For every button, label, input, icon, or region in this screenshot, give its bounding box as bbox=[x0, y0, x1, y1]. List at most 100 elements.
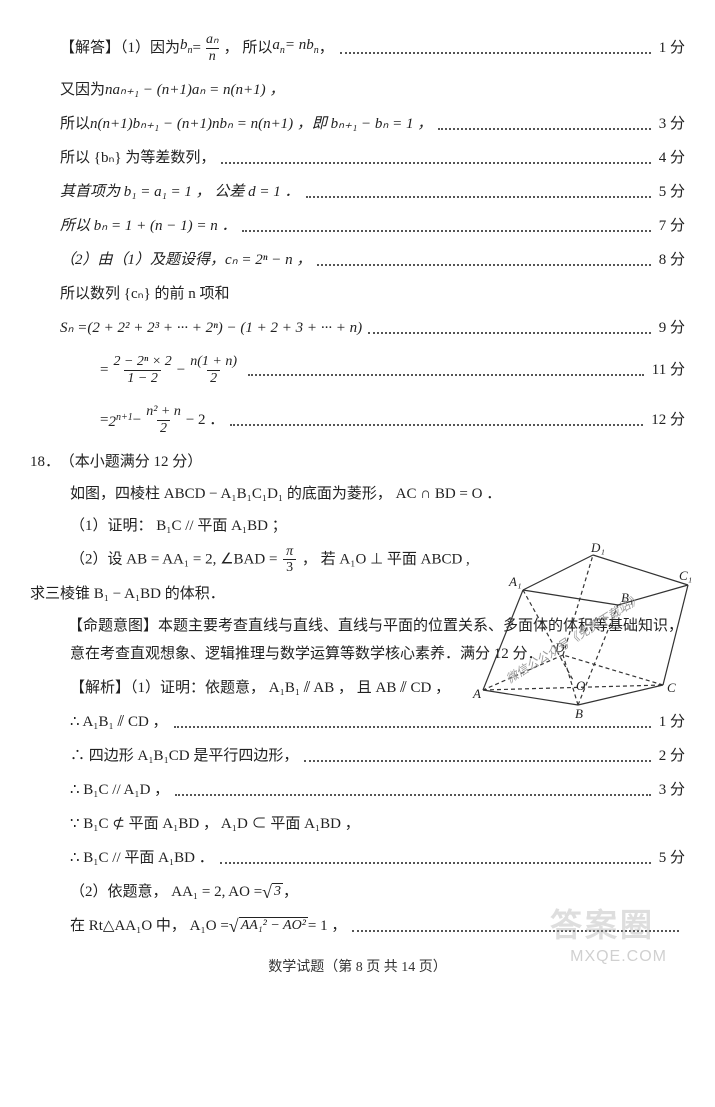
label-C1: C₁ bbox=[679, 568, 692, 583]
fraction: aₙ n bbox=[203, 32, 222, 64]
q18-p3: （2）设 AB = AA₁ = 2, ∠BAD = π 3 ， 若 A₁O ⊥ … bbox=[30, 544, 510, 576]
q18-s5: ∵ B₁C ⊄ 平面 A₁BD ， A₁D ⊂ 平面 A₁BD ， bbox=[30, 810, 685, 838]
leader-dots bbox=[304, 750, 650, 763]
prism-figure: A B C D O A₁ B₁ C₁ D₁ 微信公公众号《免费下载站》 bbox=[463, 540, 693, 720]
text: 所以 bbox=[60, 110, 90, 138]
label-A1: A₁ bbox=[508, 574, 521, 589]
q17-line11: = 2n+1 − n² + n 2 − 2 ． 12 分 bbox=[30, 398, 685, 442]
score: 3 分 bbox=[657, 110, 685, 138]
q17-line2: 又因为 naₙ₊₁ − (n+1)aₙ = n(n+1) ， bbox=[30, 76, 685, 104]
score: 7 分 bbox=[657, 212, 685, 240]
score: 3 分 bbox=[657, 776, 685, 804]
text: ， 所以 bbox=[224, 34, 273, 62]
leader-dots bbox=[340, 42, 651, 55]
leader-dots bbox=[317, 254, 650, 267]
text: 【解析】（1）证明：依题意， A₁B₁ ⫽ AB ， 且 AB ⫽ CD ， bbox=[70, 674, 450, 702]
eq: = bbox=[193, 34, 201, 62]
label-A: A bbox=[472, 686, 481, 701]
fraction: π 3 bbox=[283, 544, 296, 576]
q17-line4: 所以 {bₙ} 为等差数列， 4 分 bbox=[30, 144, 685, 172]
text: ∴ B₁C // A₁D ， bbox=[70, 776, 169, 804]
q17-line10: = 2 − 2ⁿ × 2 1 − 2 − n(1 + n) 2 11 分 bbox=[30, 348, 685, 392]
text: ∴ 四边形 A₁B₁CD 是平行四边形， bbox=[70, 742, 298, 770]
text: 其首项为 b₁ = a₁ = 1 ， 公差 d = 1 ． bbox=[60, 178, 300, 206]
expr: naₙ₊₁ − (n+1)aₙ = n(n+1) ， bbox=[105, 76, 284, 104]
leader-dots bbox=[230, 414, 643, 427]
comma: ， bbox=[319, 34, 334, 62]
tail: − 2 ． bbox=[186, 406, 224, 434]
q17-line1: 【解答】（1）因为 bn = aₙ n ， 所以 an = nbn ， 1 分 bbox=[30, 26, 685, 70]
text: ， 若 A₁O ⊥ 平面 ABCD , bbox=[302, 551, 470, 567]
score: 4 分 bbox=[657, 144, 685, 172]
score: 2 分 bbox=[657, 742, 685, 770]
fraction: 2 − 2ⁿ × 2 1 − 2 bbox=[110, 354, 174, 386]
score: 5 分 bbox=[657, 178, 685, 206]
radical-icon: √ bbox=[229, 917, 239, 935]
q18-number: 18． bbox=[30, 448, 56, 476]
text: ∵ B₁C ⊄ 平面 A₁BD ， A₁D ⊂ 平面 A₁BD ， bbox=[70, 810, 360, 838]
label-D1: D₁ bbox=[590, 540, 605, 555]
text: 所以数列 {cₙ} 的前 n 项和 bbox=[60, 280, 230, 308]
sqrt: √ 3 bbox=[262, 883, 283, 901]
label-B: B bbox=[575, 706, 583, 720]
q17-line7: （2）由（1）及题设得，cₙ = 2ⁿ − n ， 8 分 bbox=[30, 246, 685, 274]
q18-s3: ∴ 四边形 A₁B₁CD 是平行四边形， 2 分 bbox=[30, 742, 685, 770]
text: ∴ B₁C // 平面 A₁BD ． bbox=[70, 844, 214, 872]
page: 【解答】（1）因为 bn = aₙ n ， 所以 an = nbn ， 1 分 … bbox=[0, 0, 715, 986]
q18-heading: （本小题满分 12 分） bbox=[60, 454, 203, 470]
var-a: an bbox=[272, 31, 285, 65]
leader-dots bbox=[306, 186, 651, 199]
leader-dots bbox=[221, 152, 650, 165]
leader-dots bbox=[248, 364, 644, 377]
q18-s8: 在 Rt△AA₁O 中， A₁O = √ AA₁² − AO² = 1 ， bbox=[30, 912, 685, 940]
expr: = nbn bbox=[285, 31, 319, 65]
q17-line9: Sₙ = (2 + 2² + 2³ + ··· + 2ⁿ) − (1 + 2 +… bbox=[30, 314, 685, 342]
q18-s6: ∴ B₁C // 平面 A₁BD ． 5 分 bbox=[30, 844, 685, 872]
fraction: n² + n 2 bbox=[143, 404, 184, 436]
leader-dots bbox=[220, 852, 651, 865]
score: 11 分 bbox=[650, 356, 685, 384]
lhs: Sₙ = bbox=[60, 314, 87, 342]
label-C: C bbox=[667, 680, 676, 695]
text: 在 Rt△AA₁O 中， A₁O = bbox=[70, 912, 229, 940]
text: 【解答】（1）因为 bbox=[60, 34, 180, 62]
text: ， bbox=[283, 878, 298, 906]
q18-p2: （1）证明： B₁C // 平面 A₁BD ； bbox=[30, 512, 510, 540]
sqrt: √ AA₁² − AO² bbox=[229, 917, 308, 935]
text: （2）由（1）及题设得，cₙ = 2ⁿ − n ， bbox=[60, 246, 311, 274]
text: ∴ A₁B₁ ⫽ CD ， bbox=[70, 708, 168, 736]
var-b: bn bbox=[180, 31, 193, 65]
q18-s4: ∴ B₁C // A₁D ， 3 分 bbox=[30, 776, 685, 804]
q18-s7: （2）依题意， AA₁ = 2, AO = √ 3 ， bbox=[30, 878, 685, 906]
pow: 2n+1 bbox=[108, 404, 132, 436]
fraction: n(1 + n) 2 bbox=[187, 354, 240, 386]
radical-icon: √ bbox=[262, 883, 272, 901]
text: = 1 ， bbox=[308, 912, 346, 940]
q17-line3: 所以 n(n+1)bₙ₊₁ − (n+1)nbₙ = n(n+1) ，即 bₙ₊… bbox=[30, 110, 685, 138]
expr: n(n+1)bₙ₊₁ − (n+1)nbₙ = n(n+1) ，即 bₙ₊₁ −… bbox=[90, 110, 432, 138]
text: 所以 bₙ = 1 + (n − 1) = n ． bbox=[60, 212, 236, 240]
q18-p1: 如图，四棱柱 ABCD − A₁B₁C₁D₁ 的底面为菱形， AC ∩ BD =… bbox=[30, 480, 510, 508]
leader-dots bbox=[352, 920, 679, 933]
q17-line5: 其首项为 b₁ = a₁ = 1 ， 公差 d = 1 ． 5 分 bbox=[30, 178, 685, 206]
score: 8 分 bbox=[657, 246, 685, 274]
minus: − bbox=[133, 406, 141, 434]
page-footer: 数学试题（第 8 页 共 14 页） bbox=[30, 956, 685, 976]
score: 5 分 bbox=[657, 844, 685, 872]
leader-dots bbox=[242, 220, 650, 233]
eq: = bbox=[100, 406, 108, 434]
label-O: O bbox=[576, 678, 586, 693]
text: 所以 {bₙ} 为等差数列， bbox=[60, 144, 215, 172]
score: 1 分 bbox=[657, 34, 685, 62]
q17-line8: 所以数列 {cₙ} 的前 n 项和 bbox=[30, 280, 685, 308]
text: 又因为 bbox=[60, 76, 105, 104]
eq: = bbox=[100, 356, 108, 384]
minus: − bbox=[177, 356, 185, 384]
score: 12 分 bbox=[649, 406, 685, 434]
leader-dots bbox=[175, 784, 651, 797]
leader-dots bbox=[438, 118, 650, 131]
expr: (2 + 2² + 2³ + ··· + 2ⁿ) − (1 + 2 + 3 + … bbox=[87, 314, 362, 342]
score: 9 分 bbox=[657, 314, 685, 342]
q17-line6: 所以 bₙ = 1 + (n − 1) = n ． 7 分 bbox=[30, 212, 685, 240]
text: （2）依题意， AA₁ = 2, AO = bbox=[70, 878, 262, 906]
